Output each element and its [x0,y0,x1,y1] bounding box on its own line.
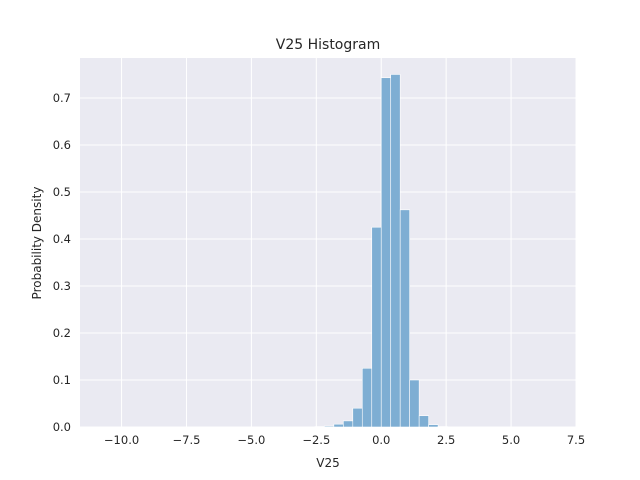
histogram-bar [409,379,420,428]
histogram-bar [324,425,335,428]
histogram-bar [361,367,373,428]
histogram-bar [418,415,429,428]
y-tick-label: 0.4 [53,232,71,246]
histogram-bar [352,407,363,428]
y-axis-label: Probability Density [30,187,44,300]
y-tick-label: 0.5 [53,185,71,199]
y-tick-label: 0.3 [53,279,71,293]
x-tick-label: −7.5 [173,433,201,447]
histogram-bar [428,424,439,428]
histogram-bar [390,74,401,428]
x-tick-label: −10.0 [104,433,139,447]
histogram-bar [343,420,354,428]
y-tick-label: 0.2 [53,326,71,340]
y-tick-label: 0.1 [53,373,71,387]
histogram-bar [399,209,410,428]
x-tick-label: 0.0 [372,433,390,447]
x-tick-label: 2.5 [437,433,455,447]
histogram-bars [314,74,448,428]
histogram-bar [371,226,382,428]
plot-area [80,58,576,427]
histogram-bar [333,423,344,428]
chart-title: V25 Histogram [276,37,380,53]
x-axis-ticks: −10.0 −7.5 −5.0 −2.5 0.0 2.5 5.0 7.5 [104,433,585,447]
x-tick-label: 7.5 [567,433,585,447]
y-axis-ticks: 0.0 0.1 0.2 0.3 0.4 0.5 0.6 0.7 [53,91,71,434]
y-tick-label: 0.7 [53,91,71,105]
x-tick-label: −5.0 [237,433,265,447]
x-axis-label: V25 [316,456,339,470]
y-tick-label: 0.0 [53,420,71,434]
x-tick-label: 5.0 [502,433,520,447]
histogram-bar [380,77,392,428]
y-tick-label: 0.6 [53,138,71,152]
x-tick-label: −2.5 [302,433,330,447]
